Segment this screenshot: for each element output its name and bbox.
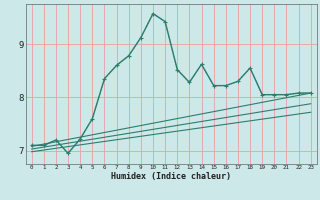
X-axis label: Humidex (Indice chaleur): Humidex (Indice chaleur) bbox=[111, 172, 231, 181]
